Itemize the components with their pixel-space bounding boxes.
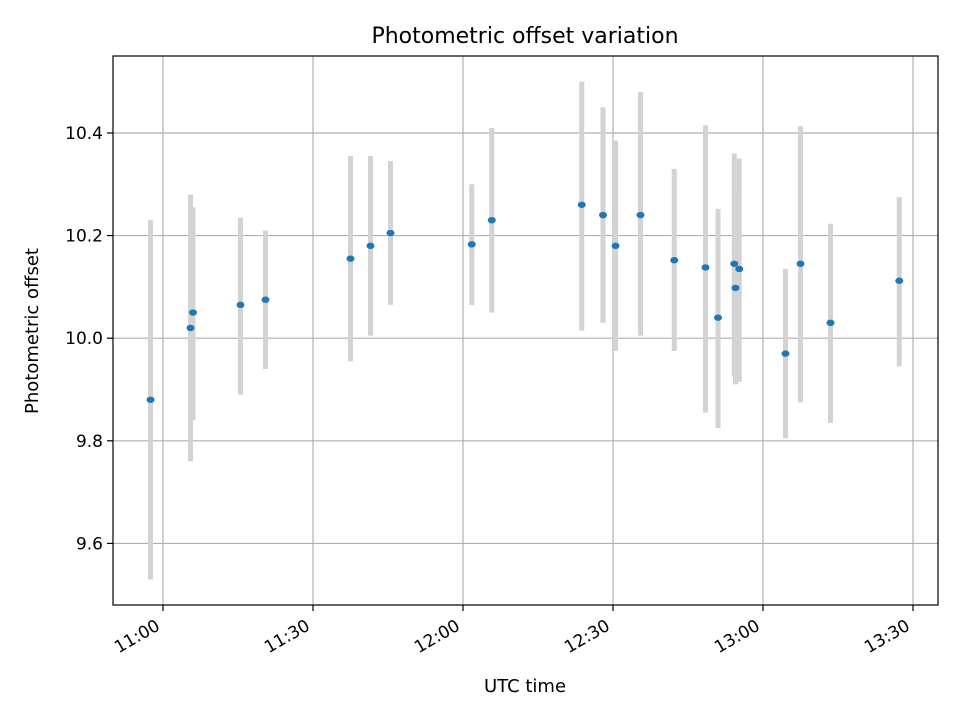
data-point	[386, 229, 395, 237]
data-point	[236, 301, 245, 309]
data-point	[895, 277, 904, 284]
data-point	[701, 264, 710, 271]
x-tick-label: 13:30	[861, 616, 913, 658]
data-point	[261, 296, 270, 303]
y-tick-label: 9.8	[76, 432, 103, 452]
data-point	[366, 242, 375, 250]
data-point	[636, 211, 645, 219]
x-tick-label: 11:30	[261, 616, 313, 658]
data-point	[146, 396, 155, 403]
x-tick-label: 12:30	[561, 616, 613, 658]
data-point	[731, 284, 740, 292]
y-tick-label: 10.4	[65, 124, 103, 144]
x-tick-label: 12:00	[411, 616, 463, 658]
data-point	[611, 242, 620, 250]
data-point	[781, 350, 790, 357]
x-tick-label: 13:00	[711, 616, 763, 658]
chart-title: Photometric offset variation	[371, 24, 678, 49]
grid-layer	[113, 56, 938, 605]
data-point	[714, 314, 722, 321]
data-point	[826, 319, 835, 327]
data-point	[599, 211, 607, 219]
plot-frame	[112, 55, 939, 606]
y-axis-label: Photometric offset	[22, 248, 43, 414]
data-point	[186, 324, 195, 332]
data-point	[577, 201, 586, 208]
data-point	[730, 260, 739, 267]
data-point	[487, 216, 496, 224]
x-tick-label: 11:00	[111, 616, 163, 658]
data-point	[467, 241, 476, 248]
y-tick-label: 9.6	[76, 534, 103, 554]
data-point	[796, 260, 805, 267]
errorbar-layer	[148, 81, 902, 580]
x-axis-label: UTC time	[484, 676, 566, 697]
data-point	[346, 255, 355, 262]
data-point	[189, 309, 197, 316]
point-layer	[146, 201, 904, 403]
data-point	[670, 257, 679, 264]
y-tick-label: 10.0	[65, 329, 103, 349]
y-tick-label: 10.2	[65, 227, 103, 247]
data-point	[735, 265, 744, 273]
